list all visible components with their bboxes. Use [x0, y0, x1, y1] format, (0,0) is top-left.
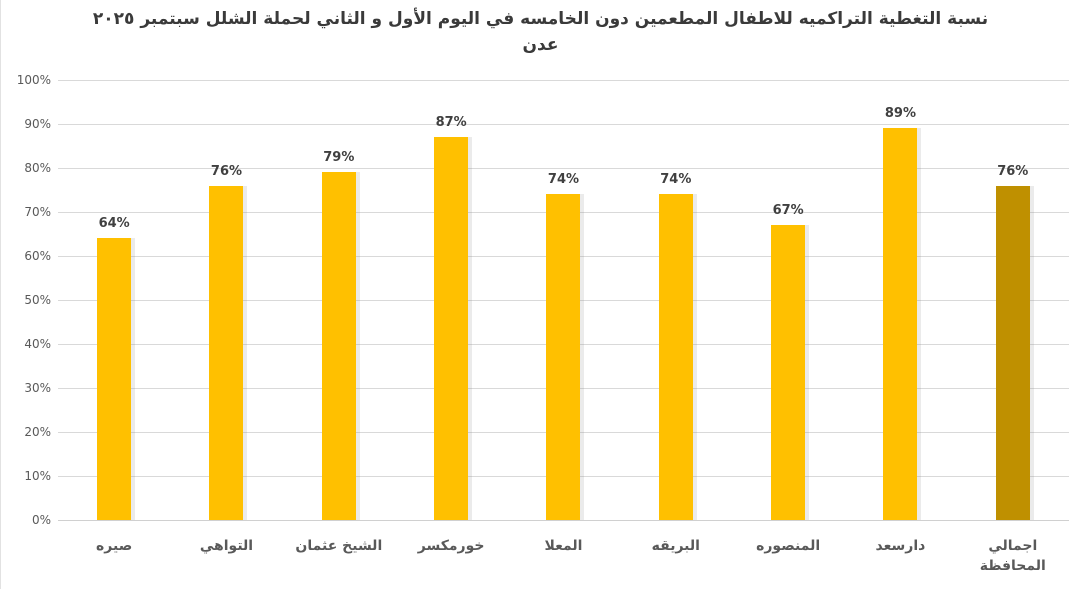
bar-slot: 89%: [844, 80, 956, 520]
bars-container: 64% 76% 79% 87% 74% 74% 67% 89% 76%: [58, 80, 1069, 520]
chart-title: نسبة التغطية التراكميه للاطفال المطعمين …: [41, 6, 1040, 59]
y-axis-tick-label: 50%: [24, 293, 51, 307]
bar-slot: 76%: [170, 80, 282, 520]
y-axis-tick-label: 90%: [24, 117, 51, 131]
x-axis-label: اجمالي المحافظة: [979, 538, 1046, 575]
bar-value-label: 67%: [772, 203, 804, 219]
bar-value-label: 89%: [884, 106, 917, 122]
chart-title-line1: نسبة التغطية التراكميه للاطفال المطعمين …: [92, 9, 989, 29]
bar-value-label: 74%: [660, 172, 692, 188]
y-axis-tick-label: 70%: [24, 205, 51, 219]
y-axis-tick-label: 100%: [16, 73, 51, 87]
x-axis-label: خورمكسر: [417, 538, 485, 554]
y-axis-tick-label: 20%: [24, 425, 51, 439]
chart-title-line2: عدن: [522, 35, 559, 56]
bar-value-label: 74%: [547, 172, 580, 188]
bar: [658, 194, 693, 520]
bar-slot: 67%: [732, 80, 844, 520]
y-axis-tick-label: 60%: [24, 249, 51, 263]
x-axis-label: الشيخ عثمان: [295, 538, 383, 554]
x-axis-line: [58, 520, 1069, 521]
bar-slot: 74%: [620, 80, 732, 520]
x-axis-label: البريقه: [651, 538, 700, 554]
bar-slot: 64%: [58, 80, 170, 520]
bar-value-label: 87%: [435, 115, 467, 131]
y-axis-tick-label: 40%: [24, 337, 51, 351]
bar: [546, 194, 581, 520]
bar: [434, 137, 469, 520]
x-axis-label: صيره: [96, 538, 133, 554]
bar: [97, 238, 132, 520]
x-axis-label: المعلا: [544, 538, 583, 554]
bar-value-label: 79%: [323, 150, 355, 166]
gridline-80%: [58, 168, 1069, 169]
x-axis-label: المنصوره: [756, 538, 821, 554]
bar-slot: 87%: [395, 80, 507, 520]
bar: [883, 128, 918, 520]
bar-value-label: 76%: [210, 163, 243, 179]
gridline-90%: [58, 124, 1069, 125]
y-axis-tick-label: 30%: [24, 381, 51, 395]
bar-value-label: 64%: [98, 216, 130, 232]
gridline-100%: [58, 80, 1069, 81]
bar: [771, 225, 806, 520]
bar-slot: 74%: [507, 80, 619, 520]
x-axis-labels: صيره التواهي الشيخ عثمان خورمكسر المعلا البري…: [58, 528, 1069, 577]
bar-slot: 76%: [957, 80, 1069, 520]
y-axis-tick-label: 80%: [24, 161, 51, 175]
bar-slot: 79%: [283, 80, 395, 520]
bar-value-label: 76%: [997, 163, 1029, 179]
y-axis-tick-label: 10%: [24, 469, 51, 483]
x-axis-label: دارسعد: [875, 538, 926, 554]
bar-total: [995, 185, 1030, 520]
x-axis-label: التواهي: [199, 538, 254, 554]
y-axis-tick-label: 0%: [31, 513, 51, 527]
bar: [209, 185, 244, 520]
bar: [321, 172, 356, 520]
